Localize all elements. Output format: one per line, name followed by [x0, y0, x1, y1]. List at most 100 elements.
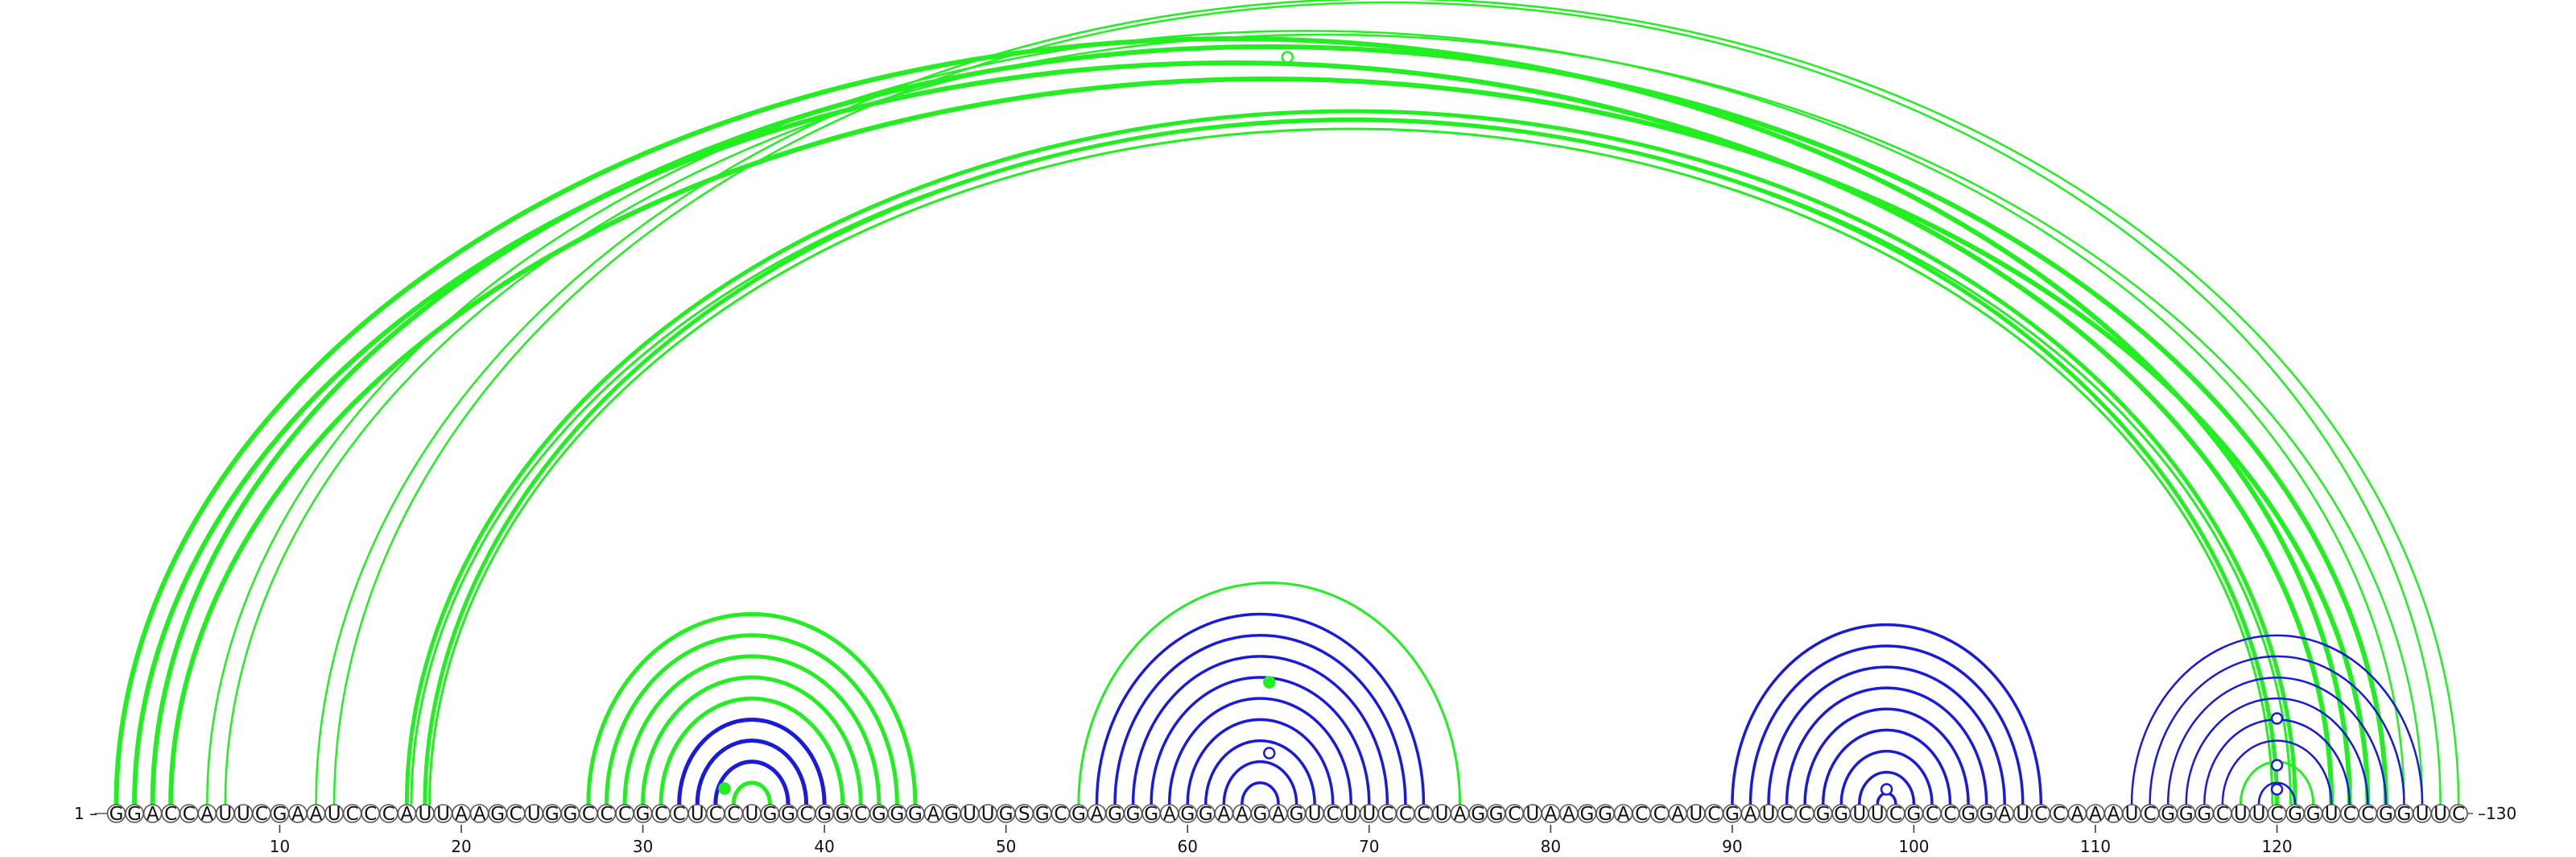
nucleotide: G — [2394, 804, 2414, 825]
nucleotide-letter: G — [1834, 804, 1848, 825]
helix1-arc — [641, 675, 863, 806]
nucleotide-letter: A — [1217, 804, 1230, 825]
nucleotide: G — [1831, 804, 1852, 825]
nucleotide: A — [452, 804, 471, 825]
nucleotide: C — [579, 804, 598, 825]
nucleotide-letter: A — [1236, 804, 1249, 825]
nucleotide-letter: C — [1399, 804, 1412, 825]
nucleotide-letter: C — [709, 804, 722, 825]
nucleotide-letter: C — [1781, 804, 1794, 825]
nucleotide: A — [1450, 804, 1470, 825]
nucleotide-letter: A — [927, 804, 940, 825]
nucleotide-letter: C — [2034, 804, 2047, 825]
nucleotide: G — [1033, 804, 1052, 825]
helix1-arc — [622, 654, 881, 806]
nucleotide: C — [1704, 804, 1724, 825]
nucleotide-letter: A — [2089, 804, 2102, 825]
nucleotide: A — [197, 804, 217, 825]
nucleotide: A — [1087, 804, 1107, 825]
nucleotide-letter: G — [2161, 804, 2175, 825]
nucleotide-letter: U — [1525, 804, 1539, 825]
nucleotide: G — [2376, 804, 2396, 825]
arc-marker-dot — [2270, 759, 2284, 772]
tick-label: 110 — [2080, 837, 2111, 856]
nucleotide: A — [1668, 804, 1688, 825]
nucleotide: A — [1613, 804, 1633, 825]
nucleotide: G — [543, 804, 562, 825]
nucleotide: G — [760, 804, 780, 825]
nucleotide: G — [1105, 804, 1125, 825]
nucleotide-letter: U — [218, 804, 232, 825]
nucleotide-letter: G — [2379, 804, 2393, 825]
tick-label: 10 — [270, 837, 290, 856]
nucleotide: U — [415, 804, 435, 825]
helix4-arc — [2257, 781, 2297, 805]
nucleotide: U — [1868, 804, 1888, 825]
nucleotide-circle — [2449, 804, 2468, 823]
nucleotide: U — [687, 804, 708, 825]
nucleotide: C — [597, 804, 617, 825]
tick-label: 90 — [1722, 837, 1742, 856]
nucleotide-letter: U — [419, 804, 432, 825]
helix3-arc — [1858, 771, 1916, 805]
nucleotide-letter: U — [328, 804, 341, 825]
nucleotide: U — [324, 804, 344, 825]
nucleotide: C — [1323, 804, 1343, 825]
nucleotide: U — [2231, 804, 2251, 825]
long-range-arc — [315, 0, 2460, 805]
nucleotide-letter: U — [745, 804, 759, 825]
helix2-arc — [1150, 676, 1371, 805]
nucleotide-letter: G — [2197, 804, 2211, 825]
nucleotide-letter: C — [1707, 804, 1720, 825]
nucleotide-letter: G — [1979, 804, 1994, 825]
nucleotide: C — [2050, 804, 2069, 825]
nucleotide-letter: U — [2325, 804, 2339, 825]
nucleotide: A — [397, 804, 417, 825]
nucleotide: G — [1959, 804, 1978, 825]
nucleotide: C — [342, 804, 362, 825]
nucleotide-letter: A — [147, 804, 159, 825]
helix2-arc — [1204, 739, 1316, 805]
nucleotide-letter: C — [1327, 804, 1340, 825]
helix2-arc — [1095, 612, 1426, 805]
nucleotide: G — [1250, 804, 1270, 825]
nucleotide-letter: C — [2271, 804, 2284, 825]
nucleotide: C — [1940, 804, 1960, 825]
nucleotide-letter: A — [401, 804, 414, 825]
nucleotide: C — [1886, 804, 1905, 825]
arc-marker-dot — [718, 782, 731, 795]
nucleotide: C — [2449, 804, 2468, 825]
nucleotide-letter: G — [944, 804, 959, 825]
nucleotide: C — [361, 804, 381, 825]
helix3-arc — [1803, 707, 1970, 805]
nucleotide: G — [815, 804, 834, 825]
nucleotide: U — [1359, 804, 1379, 825]
nucleotide: U — [1305, 804, 1324, 825]
nucleotide: C — [252, 804, 271, 825]
nucleotide-letter: G — [1816, 804, 1831, 825]
nucleotide-letter: C — [727, 804, 740, 825]
nucleotide: U — [2249, 804, 2268, 825]
tick-label: 100 — [1898, 837, 1929, 856]
arc-marker-dot — [2270, 712, 2284, 725]
nucleotide-letter: C — [346, 804, 359, 825]
nucleotide-letter: G — [1961, 804, 1975, 825]
nucleotide: G — [1141, 804, 1161, 825]
helix3-arc — [1732, 625, 2041, 804]
nucleotide: C — [1632, 804, 1651, 825]
nucleotide-letter: A — [1272, 804, 1285, 825]
nucleotide: G — [106, 804, 126, 825]
base-pair-arcs — [114, 0, 2460, 806]
nucleotide-letter: G — [490, 804, 505, 825]
nucleotide: G — [1976, 804, 1996, 825]
nucleotide: C — [1795, 804, 1814, 825]
nucleotide: U — [2413, 804, 2432, 825]
nucleotide: U — [960, 804, 980, 825]
nucleotide: C — [1396, 804, 1415, 825]
nucleotide-letter: G — [1126, 804, 1141, 825]
nucleotide-letter: A — [1454, 804, 1467, 825]
position-axis: 10 20 30 40 50 60 70 80 90 100 110 120 — [270, 825, 2293, 856]
arc-marker-dot — [1880, 783, 1893, 796]
nucleotide: A — [1995, 804, 2015, 825]
tick-label: 20 — [451, 837, 471, 856]
